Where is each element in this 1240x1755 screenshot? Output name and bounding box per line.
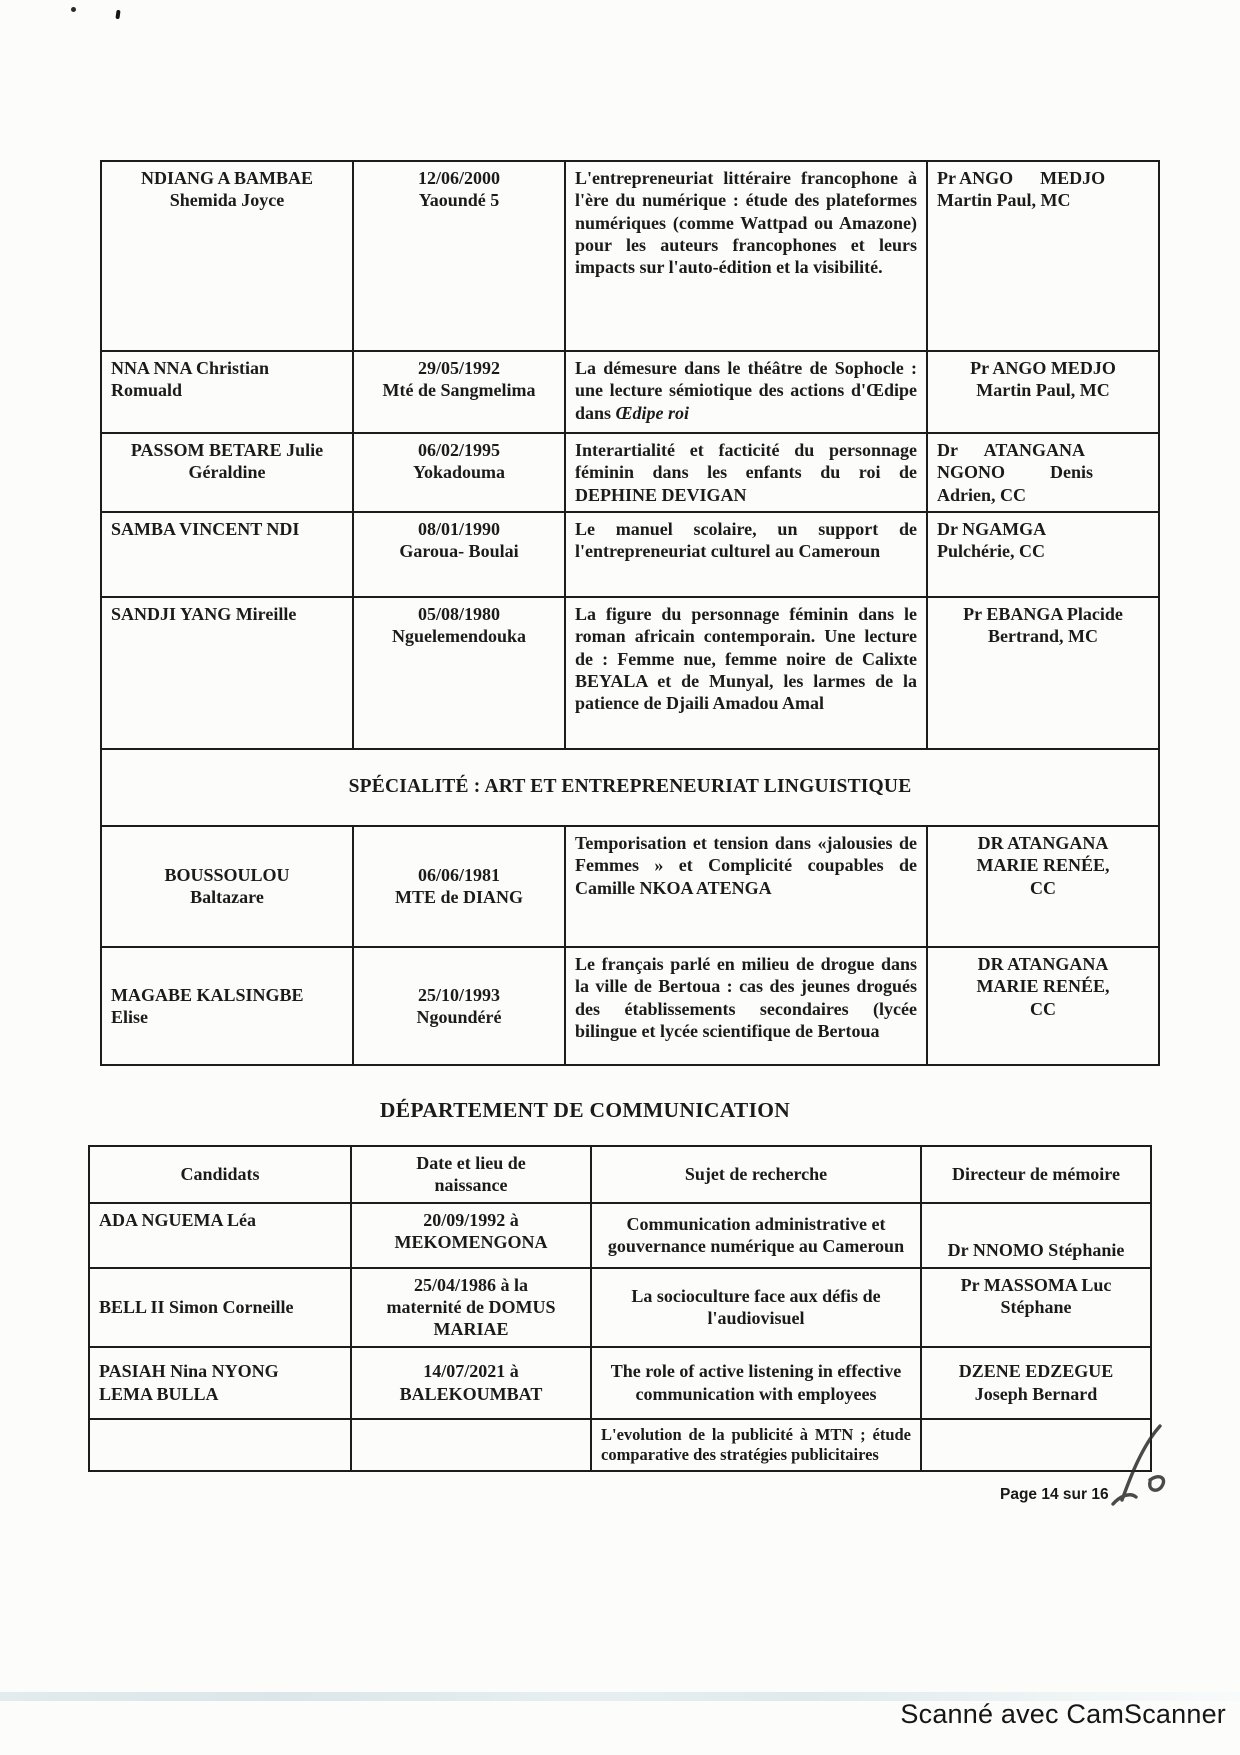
camscanner-watermark: Scanné avec CamScanner	[900, 1699, 1226, 1729]
column-header-date-lieu: Date et lieu de naissance	[350, 1145, 592, 1204]
candidate-cell: PASSOM BETARE Julie Géraldine	[100, 432, 354, 513]
birth-cell: 08/01/1990 Garoua- Boulai	[352, 510, 566, 598]
table-row: BELL II Simon Corneille 25/04/1986 à la …	[88, 1266, 1152, 1348]
birth-cell: 06/02/1995 Yokadouma	[352, 432, 566, 513]
birth-cell: 25/04/1986 à la maternité de DOMUS MARIA…	[350, 1266, 592, 1348]
department-title: DÉPARTEMENT DE COMMUNICATION	[379, 1098, 791, 1122]
candidate-cell: NDIANG A BAMBAE Shemida Joyce	[100, 160, 354, 352]
subject-italic-text: Œdipe roi	[615, 402, 690, 423]
subject-cell: Le français parlé en milieu de drogue da…	[564, 945, 928, 1066]
subject-cell: Le manuel scolaire, un support de l'entr…	[564, 510, 928, 598]
birth-cell: 29/05/1992 Mté de Sangmelima	[352, 350, 566, 434]
subject-cell: Interartialité et facticité du personnag…	[564, 432, 928, 513]
subject-cell: Communication administrative et gouverna…	[590, 1201, 922, 1269]
subject-cell: L'evolution de la publicité à MTN ; étud…	[590, 1417, 922, 1473]
table-row: ADA NGUEMA Léa 20/09/1992 à MEKOMENGONA …	[88, 1201, 1152, 1269]
table-row: PASIAH Nina NYONG LEMA BULLA 14/07/2021 …	[88, 1345, 1152, 1420]
director-cell	[920, 1417, 1152, 1473]
ink-dot	[71, 7, 76, 12]
ink-dot	[115, 9, 121, 20]
director-cell: DZENE EDZEGUE Joseph Bernard	[920, 1345, 1152, 1420]
memoire-table-communication: Candidats Date et lieu de naissance Suje…	[88, 1145, 1152, 1473]
director-cell: Pr ANGO MEDJO Martin Paul, MC	[926, 160, 1160, 352]
table-row: L'evolution de la publicité à MTN ; étud…	[88, 1417, 1152, 1473]
director-cell: Dr NNOMO Stéphanie	[920, 1201, 1152, 1269]
director-cell: Pr MASSOMA Luc Stéphane	[920, 1266, 1152, 1348]
director-cell: DR ATANGANA MARIE RENÉE, CC	[926, 945, 1160, 1066]
candidate-cell: BOUSSOULOU Baltazare	[100, 824, 354, 948]
column-header-sujet: Sujet de recherche	[590, 1145, 922, 1204]
memoire-table-litterature: NDIANG A BAMBAE Shemida Joyce 12/06/2000…	[100, 160, 1160, 1066]
table-row: NDIANG A BAMBAE Shemida Joyce 12/06/2000…	[100, 160, 1160, 352]
column-header-directeur: Directeur de mémoire	[920, 1145, 1152, 1204]
table-row: SANDJI YANG Mireille 05/08/1980 Ngueleme…	[100, 595, 1160, 750]
subject-cell: L'entrepreneuriat littéraire francophone…	[564, 160, 928, 352]
candidate-cell: SANDJI YANG Mireille	[100, 595, 354, 750]
birth-cell: 12/06/2000 Yaoundé 5	[352, 160, 566, 352]
candidate-cell: SAMBA VINCENT NDI	[100, 510, 354, 598]
birth-cell	[350, 1417, 592, 1473]
candidate-cell: PASIAH Nina NYONG LEMA BULLA	[88, 1345, 352, 1420]
birth-cell: 05/08/1980 Nguelemendouka	[352, 595, 566, 750]
candidate-cell: MAGABE KALSINGBE Elise	[100, 945, 354, 1066]
director-cell: Dr NGAMGA Pulchérie, CC	[926, 510, 1160, 598]
table-row: PASSOM BETARE Julie Géraldine 06/02/1995…	[100, 432, 1160, 513]
director-cell: Pr ANGO MEDJO Martin Paul, MC	[926, 350, 1160, 434]
subject-cell: La socioculture face aux défis de l'audi…	[590, 1266, 922, 1348]
table-row: NNA NNA Christian Romuald 29/05/1992 Mté…	[100, 350, 1160, 434]
birth-cell: 20/09/1992 à MEKOMENGONA	[350, 1201, 592, 1269]
birth-cell: 25/10/1993 Ngoundéré	[352, 945, 566, 1066]
table-row: MAGABE KALSINGBE Elise 25/10/1993 Ngound…	[100, 945, 1160, 1066]
specialty-header: SPÉCIALITÉ : ART ET ENTREPRENEURIAT LING…	[100, 747, 1160, 827]
candidate-cell	[88, 1417, 352, 1473]
director-cell: Pr EBANGA Placide Bertrand, MC	[926, 595, 1160, 750]
table-header-row: Candidats Date et lieu de naissance Suje…	[88, 1145, 1152, 1204]
page-number: Page 14 sur 16	[1000, 1486, 1109, 1503]
candidate-cell: NNA NNA Christian Romuald	[100, 350, 354, 434]
director-cell: DR ATANGANA MARIE RENÉE, CC	[926, 824, 1160, 948]
birth-cell: 06/06/1981 MTE de DIANG	[352, 824, 566, 948]
subject-cell: The role of active listening in effectiv…	[590, 1345, 922, 1420]
director-cell: Dr ATANGANA NGONO Denis Adrien, CC	[926, 432, 1160, 513]
subject-cell: La démesure dans le théâtre de Sophocle …	[564, 350, 928, 434]
subject-cell: Temporisation et tension dans «jalousies…	[564, 824, 928, 948]
specialty-row: SPÉCIALITÉ : ART ET ENTREPRENEURIAT LING…	[100, 747, 1160, 827]
candidate-cell: BELL II Simon Corneille	[88, 1266, 352, 1348]
table-row: BOUSSOULOU Baltazare 06/06/1981 MTE de D…	[100, 824, 1160, 948]
table-row: SAMBA VINCENT NDI 08/01/1990 Garoua- Bou…	[100, 510, 1160, 598]
scan-artifact-strip	[0, 1692, 1240, 1701]
subject-text: La démesure dans le théâtre de Sophocle …	[575, 358, 917, 423]
handwritten-initials-mark	[1111, 1424, 1166, 1506]
column-header-candidats: Candidats	[88, 1145, 352, 1204]
subject-cell: La figure du personnage féminin dans le …	[564, 595, 928, 750]
birth-cell: 14/07/2021 à BALEKOUMBAT	[350, 1345, 592, 1420]
candidate-cell: ADA NGUEMA Léa	[88, 1201, 352, 1269]
